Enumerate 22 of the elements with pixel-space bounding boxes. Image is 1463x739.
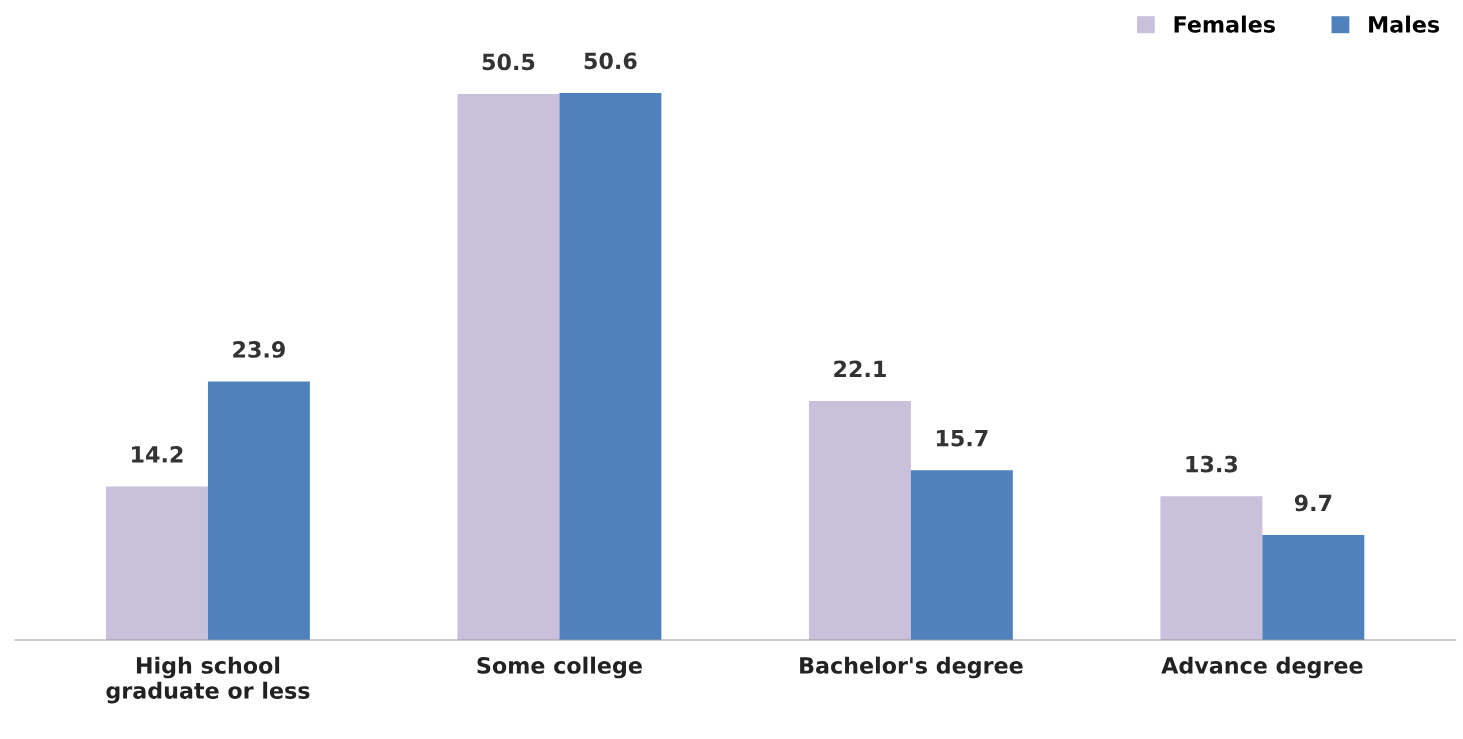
bar [808,401,911,640]
bar [559,92,662,640]
bar [106,486,208,640]
x-tick-label: Advance degree [1161,656,1363,679]
legend-label: Females [1174,15,1275,33]
data-label: 13.3 [1186,455,1238,473]
x-tick-label: Some college [477,656,642,679]
data-label: 22.1 [834,360,886,378]
bar [207,381,310,640]
data-label: 23.9 [233,341,285,358]
data-label: 15.7 [936,429,988,447]
bar [1160,496,1263,640]
data-label: 50.6 [584,52,637,70]
data-label: 9.7 [1294,494,1332,512]
bar [910,470,1013,640]
x-tick-label: High school graduate or less [106,656,310,704]
bar [457,94,560,640]
legend-label: Males [1369,15,1440,33]
data-label: 14.2 [132,445,183,463]
data-label: 50.5 [482,53,535,71]
x-tick-label: Bachelor's degree [800,656,1023,679]
bar [1262,535,1365,640]
